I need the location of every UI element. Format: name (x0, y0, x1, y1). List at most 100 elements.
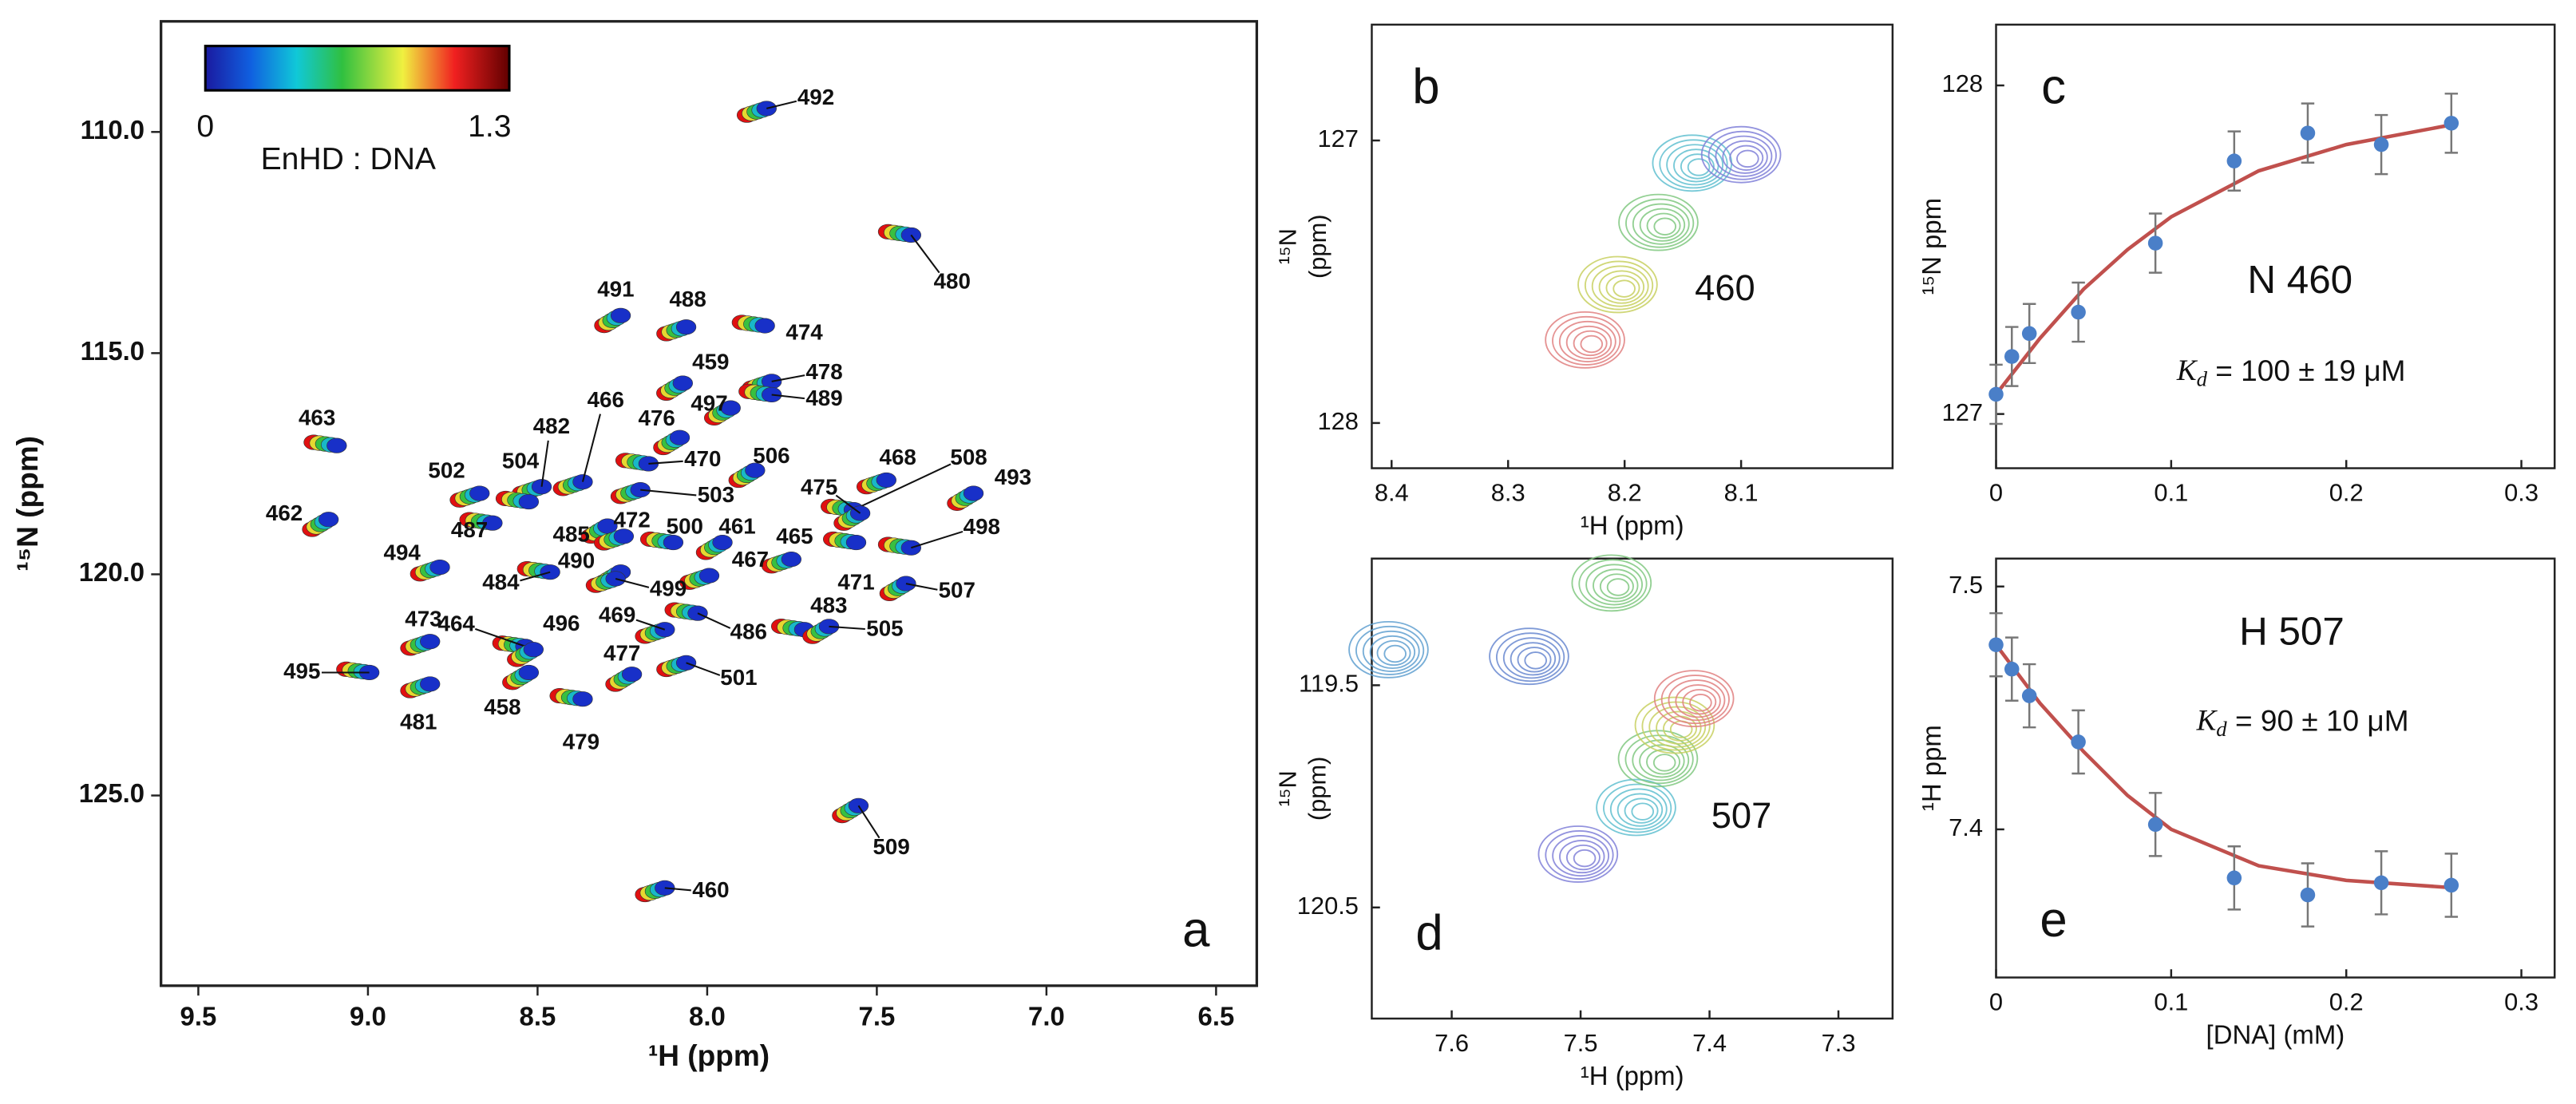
peak-contour (597, 518, 618, 534)
peak-label: 471 (837, 569, 874, 594)
contour-line (1618, 193, 1699, 251)
peak-label: 469 (599, 603, 635, 627)
x-tick-label: 7.5 (1564, 1029, 1598, 1057)
peak (656, 319, 697, 342)
contour-line (1571, 554, 1652, 612)
x-tick-label: 0.2 (2329, 988, 2364, 1016)
x-tick-label: 8.2 (1608, 479, 1642, 507)
contour-peak (1489, 627, 1569, 686)
peak-contour (720, 400, 741, 416)
data-point (2147, 817, 2163, 833)
peak-label: 484 (482, 569, 520, 594)
contour-line (1605, 275, 1640, 301)
contour-line (1715, 135, 1773, 177)
contour-line (1348, 620, 1429, 679)
x-tick-label: 7.6 (1434, 1029, 1469, 1057)
contour-line (1617, 730, 1699, 788)
peak (947, 485, 984, 511)
leader-line (857, 805, 880, 839)
peak-label: 478 (805, 359, 842, 384)
data-point (2443, 877, 2459, 893)
peak-label: 485 (553, 522, 590, 547)
peak (832, 797, 869, 824)
contour-line (1668, 679, 1726, 722)
y-tick-label: 119.5 (1299, 670, 1359, 698)
data-point (2021, 688, 2037, 703)
contour-peak (1653, 670, 1735, 728)
leader-line (910, 234, 940, 274)
x-tick-label: 8.1 (1724, 479, 1759, 507)
peak (877, 536, 921, 556)
peak (594, 528, 635, 551)
peak (635, 880, 675, 903)
leader-line (474, 627, 526, 647)
peak (731, 315, 775, 334)
data-point (2147, 235, 2163, 251)
peak (605, 667, 643, 692)
x-axis-label: [DNA] (mM) (2206, 1019, 2345, 1049)
contour-peak (1348, 620, 1429, 679)
contour-line (1545, 830, 1614, 880)
peak (400, 676, 441, 698)
peak (410, 560, 450, 582)
data-point (2300, 887, 2316, 903)
leader-line (648, 460, 683, 465)
y-axis-label: ¹H ppm (1917, 725, 1946, 811)
contour-peak (1618, 193, 1699, 251)
peak-label: 462 (266, 501, 303, 525)
contour-line (1659, 139, 1728, 189)
leader-line (635, 619, 666, 631)
panel-letter: b (1412, 60, 1439, 115)
x-axis-label: ¹H (ppm) (1581, 510, 1684, 540)
x-tick-label: 9.0 (350, 1002, 386, 1031)
contour-line (1625, 198, 1695, 248)
fit-curve (1994, 643, 2451, 890)
contour-line (1660, 675, 1730, 725)
peak-label: 472 (613, 508, 650, 532)
leader-line (615, 577, 650, 588)
contour-line (1489, 627, 1569, 686)
peak-label: 470 (684, 446, 721, 471)
contour-line (1680, 153, 1715, 180)
y-axis-label: (ppm) (1304, 214, 1332, 279)
peak-contour (963, 485, 984, 501)
colorbar-tick-label: 0 (196, 109, 214, 144)
peak (549, 688, 593, 707)
peak-contour (698, 568, 720, 584)
contour-line (1545, 311, 1625, 369)
x-tick-label: 0.3 (2504, 479, 2538, 507)
contour-line (1639, 744, 1685, 778)
peak-contour (518, 494, 540, 510)
peak (704, 400, 741, 426)
kd-annotation: Kd = 90 ± 10 μM (2196, 703, 2409, 741)
data-point (1988, 637, 2004, 652)
panel-letter: a (1182, 902, 1210, 957)
peak-contour (613, 528, 635, 544)
leader-line (835, 494, 861, 514)
contour-line (1722, 140, 1768, 174)
peak-label: 465 (776, 524, 813, 548)
contour-line (1593, 568, 1639, 603)
data-point (2226, 153, 2242, 168)
peak-label: 509 (873, 834, 909, 859)
data-point (2226, 870, 2242, 886)
y-tick-label: 128 (1317, 407, 1359, 435)
contour-line (1598, 270, 1645, 304)
peak-contour (318, 512, 339, 528)
leader-line (664, 887, 691, 892)
contour-line (1577, 255, 1658, 314)
peak-label: 506 (753, 443, 789, 468)
peak-contour (876, 472, 896, 488)
x-tick-label: 0 (1989, 479, 2003, 507)
peak (585, 571, 626, 593)
peak-label: 464 (438, 611, 476, 635)
contour-line (1687, 158, 1711, 176)
y-tick-label: 120.0 (79, 557, 144, 587)
contour-peak (1617, 730, 1699, 788)
contour-line (1646, 749, 1681, 775)
panel-letter: d (1415, 905, 1442, 960)
y-axis-label: ¹⁵N ppm (1917, 198, 1946, 295)
data-point (2004, 349, 2020, 364)
peak-label: 497 (690, 390, 727, 415)
peak-label: 477 (603, 640, 640, 665)
